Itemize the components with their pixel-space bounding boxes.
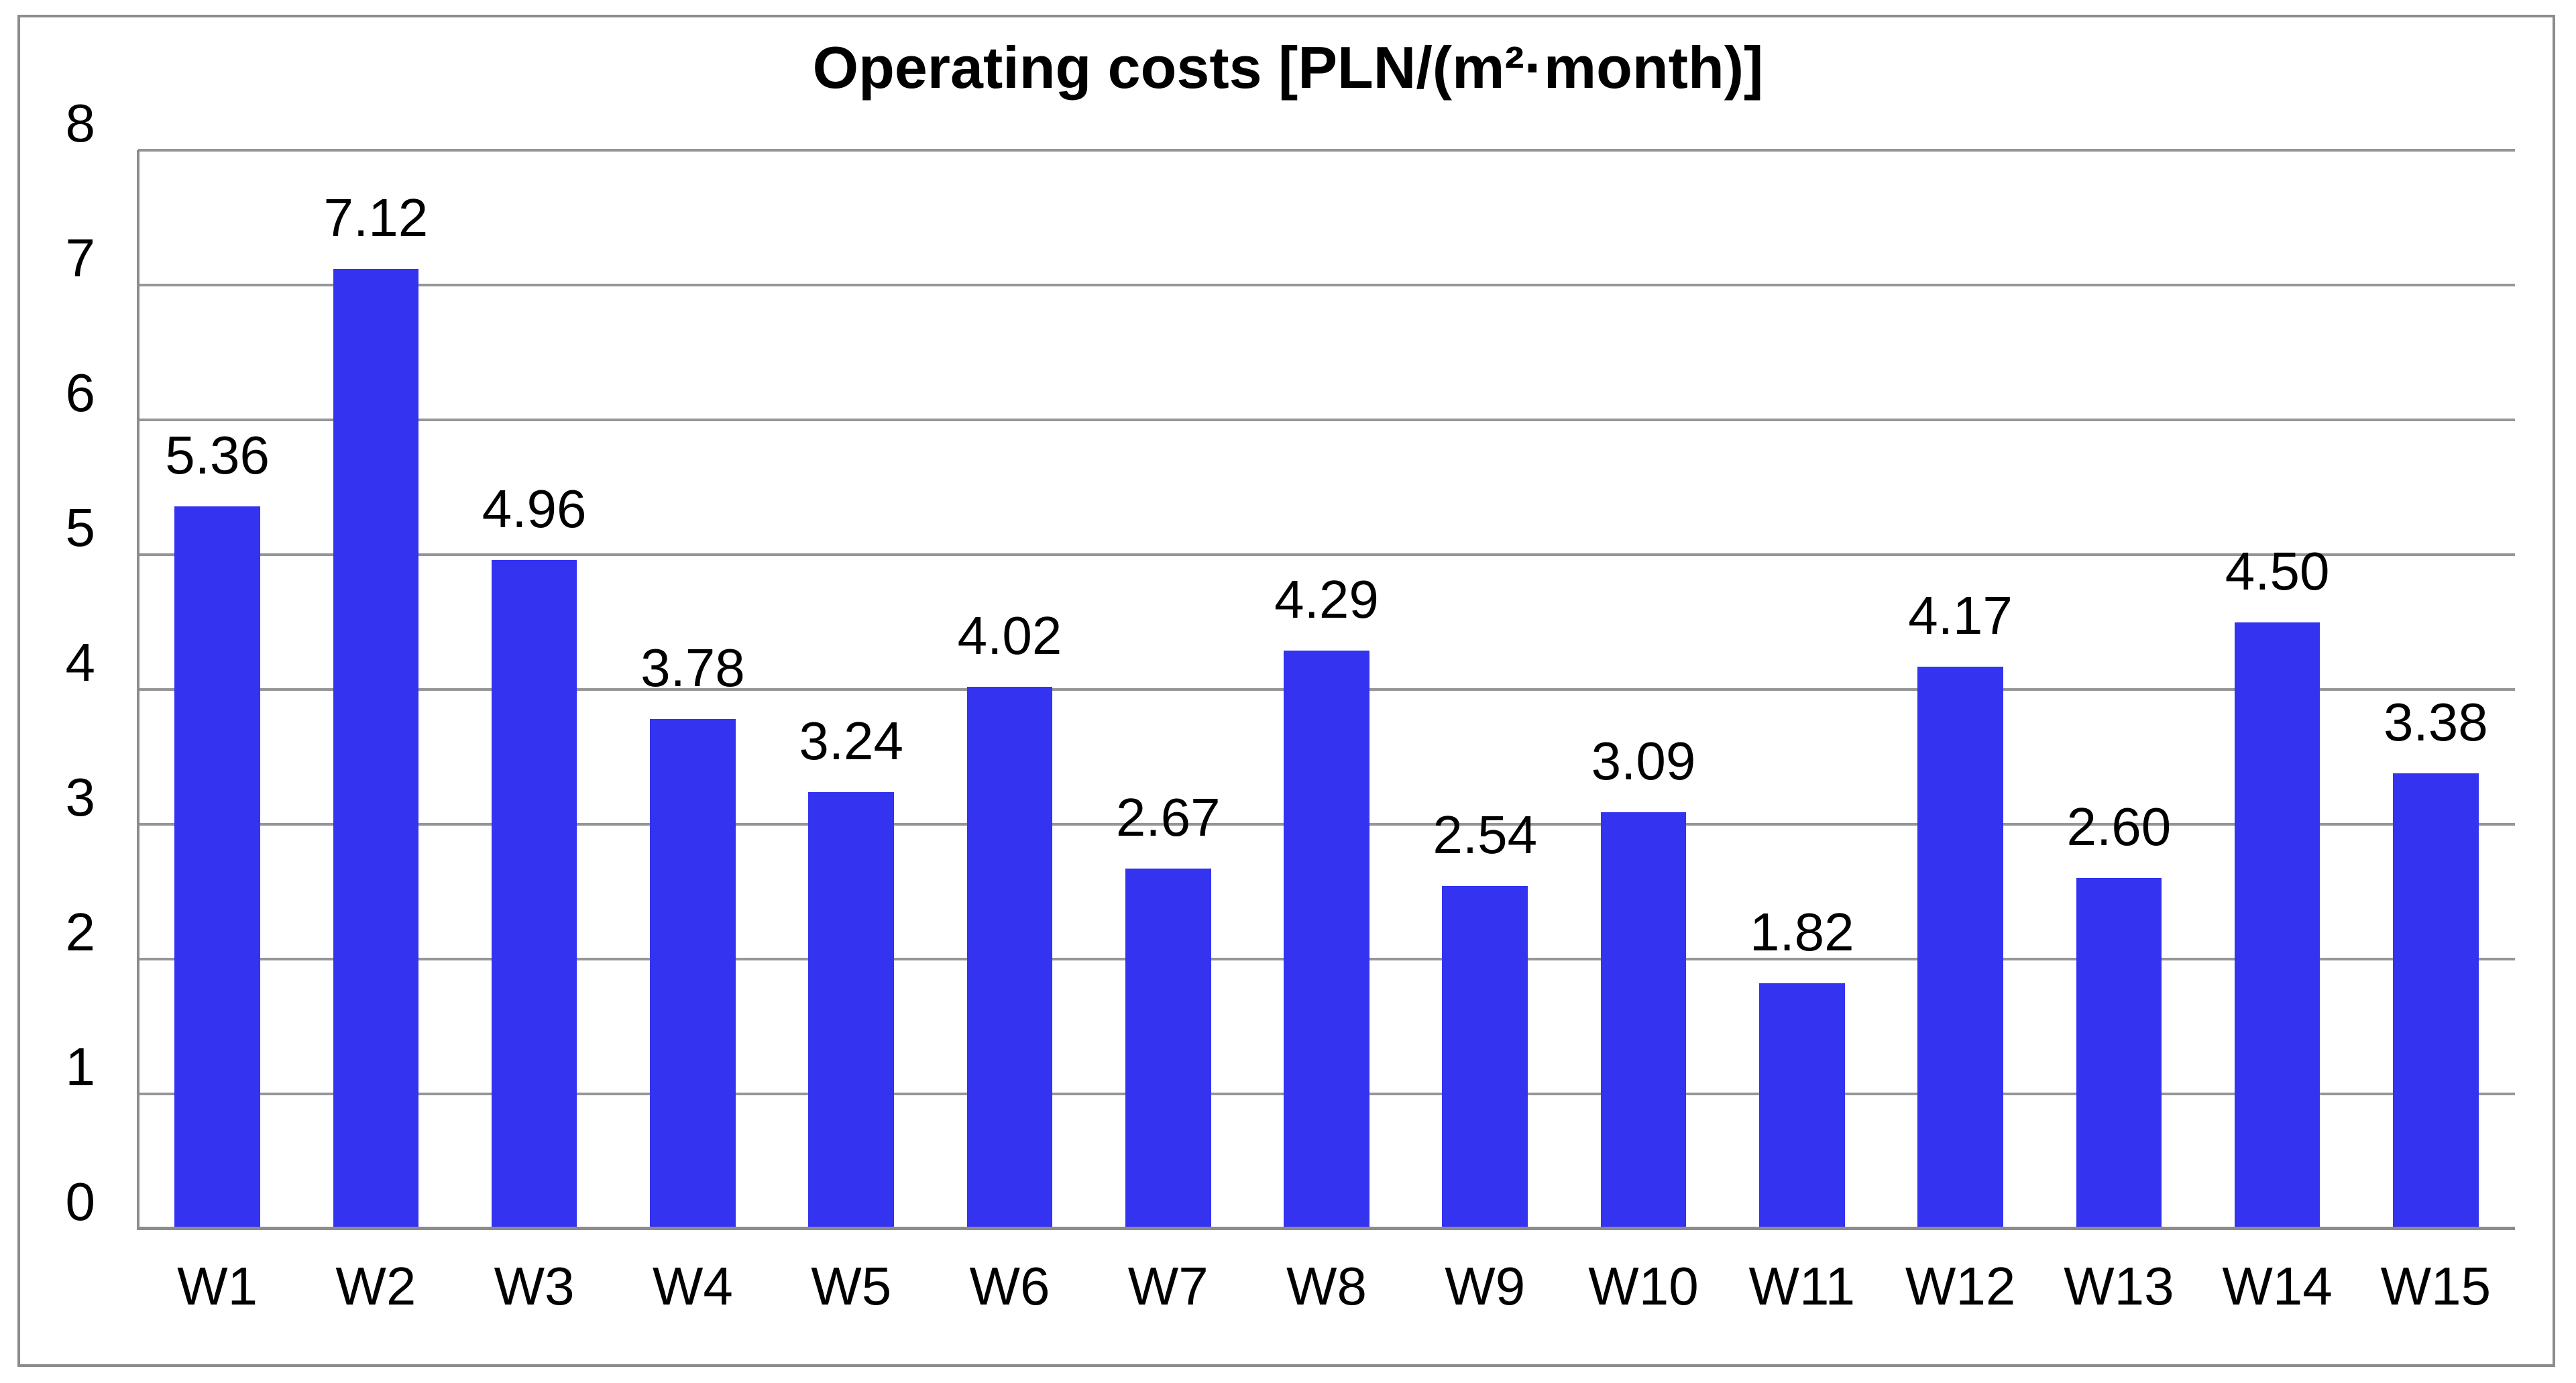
y-tick-label-5: 5 (65, 498, 96, 557)
x-tick-label-w8: W8 (1286, 1256, 1367, 1316)
y-tick-label-7: 7 (65, 228, 96, 288)
x-tick-label-w4: W4 (652, 1256, 733, 1316)
bar-w10 (1600, 812, 1687, 1229)
bar-value-label-w13: 2.60 (2066, 797, 2172, 857)
x-tick-label-w1: W1 (177, 1256, 258, 1316)
y-tick-label-8: 8 (65, 93, 96, 153)
x-tick-label-w10: W10 (1588, 1256, 1699, 1316)
bar-value-label-w3: 4.96 (482, 479, 587, 539)
bar-w2 (333, 268, 419, 1229)
bar-value-label-w9: 2.54 (1433, 805, 1538, 865)
bar-value-label-w15: 3.38 (2384, 692, 2488, 752)
bar-value-label-w6: 4.02 (957, 605, 1062, 665)
bar-value-label-w7: 2.67 (1115, 787, 1221, 848)
bar-w5 (808, 791, 894, 1229)
y-axis-line (137, 150, 139, 1230)
chart-title: Operating costs [PLN/(m²·month)] (812, 34, 1764, 101)
x-tick-label-w6: W6 (969, 1256, 1050, 1316)
y-tick-label-2: 2 (65, 902, 96, 962)
bar-w6 (966, 686, 1053, 1229)
gridline-y-5 (138, 553, 2515, 556)
bar-w3 (491, 560, 577, 1229)
y-tick-label-3: 3 (65, 767, 96, 827)
x-tick-label-w2: W2 (335, 1256, 416, 1316)
bar-value-label-w8: 4.29 (1274, 569, 1379, 629)
x-tick-label-w14: W14 (2222, 1256, 2333, 1316)
x-tick-label-w11: W11 (1748, 1256, 1856, 1316)
x-tick-label-w5: W5 (811, 1256, 892, 1316)
bar-value-label-w12: 4.17 (1908, 585, 2013, 645)
bar-w7 (1125, 869, 1211, 1229)
bar-value-label-w14: 4.50 (2225, 541, 2330, 601)
bar-w11 (1759, 983, 1845, 1229)
gridline-y-8 (138, 149, 2515, 152)
x-tick-label-w15: W15 (2380, 1256, 2491, 1316)
bar-w12 (1917, 666, 2003, 1229)
bar-value-label-w5: 3.24 (799, 710, 904, 771)
y-tick-label-4: 4 (65, 632, 96, 692)
gridline-y-7 (138, 284, 2515, 286)
x-tick-label-w12: W12 (1905, 1256, 2016, 1316)
x-tick-label-w13: W13 (2064, 1256, 2174, 1316)
bar-value-label-w4: 3.78 (640, 638, 745, 698)
y-tick-label-0: 0 (65, 1172, 96, 1231)
x-axis-line (137, 1227, 2515, 1230)
bar-value-label-w10: 3.09 (1591, 730, 1696, 791)
plot-area: 0 1 2 3 4 5 6 7 8 5.36 W1 7.12 W2 4.96 W3 3.78 W4 3.24 W5 4… (66, 97, 2515, 1313)
bar-w8 (1284, 650, 1369, 1229)
bar-value-label-w1: 5.36 (165, 425, 270, 485)
x-tick-label-w3: W3 (494, 1256, 575, 1316)
bar-w1 (174, 506, 260, 1229)
bar-value-label-w11: 1.82 (1749, 902, 1854, 962)
bar-w14 (2234, 622, 2320, 1229)
gridline-y-6 (138, 419, 2515, 421)
bar-w9 (1442, 886, 1528, 1229)
bar-w4 (650, 719, 736, 1229)
bar-w15 (2393, 773, 2479, 1229)
x-tick-label-w7: W7 (1127, 1256, 1209, 1316)
bar-value-label-w2: 7.12 (323, 187, 429, 247)
bar-w13 (2076, 878, 2162, 1229)
y-tick-label-6: 6 (65, 363, 96, 423)
x-tick-label-w9: W9 (1445, 1256, 1526, 1316)
y-tick-label-1: 1 (65, 1037, 96, 1097)
chart-outer-frame (17, 15, 2555, 1367)
